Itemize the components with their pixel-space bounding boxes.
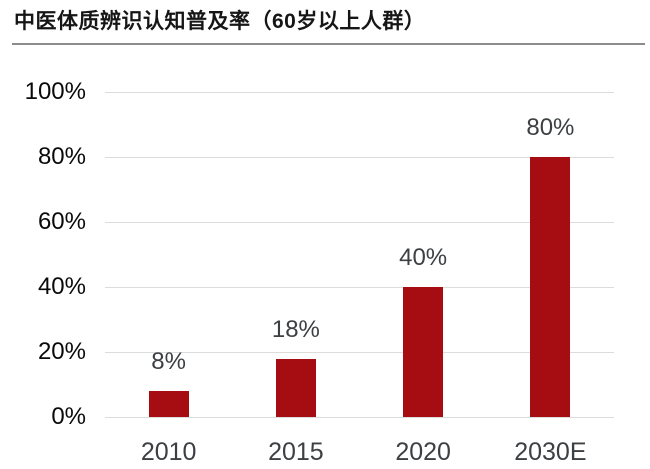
x-tick-label-2015: 2015 [268,438,324,466]
y-tick-label: 40% [37,273,86,300]
x-tick-label-2030E: 2030E [514,438,587,466]
bar-value-label: 80% [526,114,575,141]
y-tick-label: 60% [37,208,86,235]
bar-2030E [530,157,571,417]
gridline-0% [105,416,614,418]
y-tick-label: 80% [37,143,86,170]
bar-2020 [403,287,444,417]
gridline-40% [105,286,614,288]
y-tick-label: 100% [24,78,86,105]
title-divider [12,43,645,45]
plot-area: 8% 18% 40% 80% [105,92,614,417]
x-tick-label-2010: 2010 [140,438,197,466]
y-tick-label: 20% [37,338,86,365]
gridline-80% [105,156,614,158]
gridline-100% [105,91,614,93]
bar-value-label: 18% [271,315,320,343]
x-tick-label-2020: 2020 [395,438,451,466]
y-tick-label: 0% [51,403,86,430]
chart-title: 中医体质辨识认知普及率（60岁以上人群） [14,10,426,33]
gridline-60% [105,221,614,223]
bar-value-label: 8% [151,348,186,375]
bar-2010 [148,391,189,417]
gridline-20% [105,351,614,353]
bar-value-label: 40% [399,244,448,271]
bar-2015 [275,358,316,417]
